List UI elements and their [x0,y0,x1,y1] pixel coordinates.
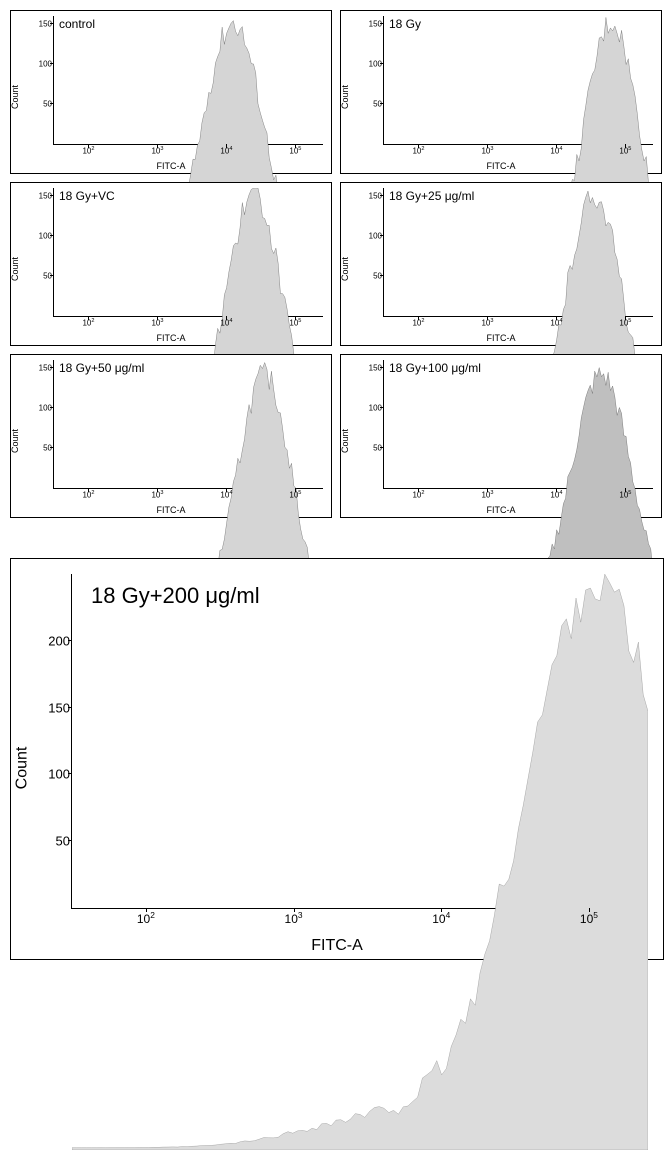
histogram-large [72,574,648,1150]
y-tick: 100 [48,767,70,782]
small-panel: 5010015010210310410518 Gy+VC Count FITC-A [10,182,332,346]
plot-area: 50100150102103104105 [383,16,653,145]
y-axis-label: Count [10,85,20,109]
x-tick: 103 [285,910,303,926]
y-tick: 100 [39,60,52,69]
plot-area: 50100150102103104105 [53,360,323,489]
y-axis-label: Count [340,85,350,109]
y-tick: 50 [43,272,52,281]
y-axis-label-large: Count [13,747,31,790]
y-axis-label: Count [340,429,350,453]
plot-area: 50100150102103104105 [383,188,653,317]
x-axis-label: FITC-A [487,161,516,171]
x-axis-label: FITC-A [157,161,186,171]
panel-label: 18 Gy+50 μg/ml [59,361,144,375]
y-tick: 50 [43,444,52,453]
panel-label: 18 Gy [389,17,421,31]
plot-area: 50100150102103104105 [53,16,323,145]
small-panel: 5010015010210310410518 Gy+50 μg/ml Count F… [10,354,332,518]
plot-area-large: 50100150200102103104105 [71,574,648,909]
y-tick: 100 [369,404,382,413]
y-axis-label: Count [340,257,350,281]
y-tick: 150 [369,192,382,201]
y-tick: 150 [39,364,52,373]
large-panel: 50100150200102103104105 18 Gy+200 μg/ml … [10,558,664,960]
y-tick: 150 [39,192,52,201]
plot-area: 50100150102103104105 [383,360,653,489]
y-tick: 50 [43,100,52,109]
x-axis-label: FITC-A [487,505,516,515]
x-axis-label: FITC-A [157,505,186,515]
panel-label: control [59,17,95,31]
y-tick: 100 [369,60,382,69]
panel-label: 18 Gy+VC [59,189,115,203]
y-tick: 50 [56,834,70,849]
x-axis-label: FITC-A [487,333,516,343]
y-tick: 150 [369,364,382,373]
plot-area: 50100150102103104105 [53,188,323,317]
y-axis-label: Count [10,429,20,453]
small-panel: 50100150102103104105control Count FITC-A [10,10,332,174]
y-axis-label: Count [10,257,20,281]
x-axis-label-large: FITC-A [311,937,363,955]
y-tick: 150 [48,700,70,715]
y-tick: 150 [39,20,52,29]
x-tick: 104 [432,910,450,926]
panel-label-large: 18 Gy+200 μg/ml [91,583,260,609]
small-panel: 5010015010210310410518 Gy Count FITC-A [340,10,662,174]
y-tick: 100 [369,232,382,241]
small-panel-grid: 50100150102103104105controlCountFITC-A50… [10,10,662,518]
y-tick: 200 [48,633,70,648]
x-tick: 105 [580,910,598,926]
y-tick: 150 [369,20,382,29]
y-tick: 100 [39,232,52,241]
y-tick: 50 [373,100,382,109]
small-panel: 5010015010210310410518 Gy+100 μg/ml Count… [340,354,662,518]
x-axis-label: FITC-A [157,333,186,343]
panel-label: 18 Gy+25 μg/ml [389,189,474,203]
panel-label: 18 Gy+100 μg/ml [389,361,481,375]
y-tick: 50 [373,272,382,281]
y-tick: 50 [373,444,382,453]
x-tick: 102 [137,910,155,926]
y-tick: 100 [39,404,52,413]
small-panel: 5010015010210310410518 Gy+25 μg/ml Count F… [340,182,662,346]
